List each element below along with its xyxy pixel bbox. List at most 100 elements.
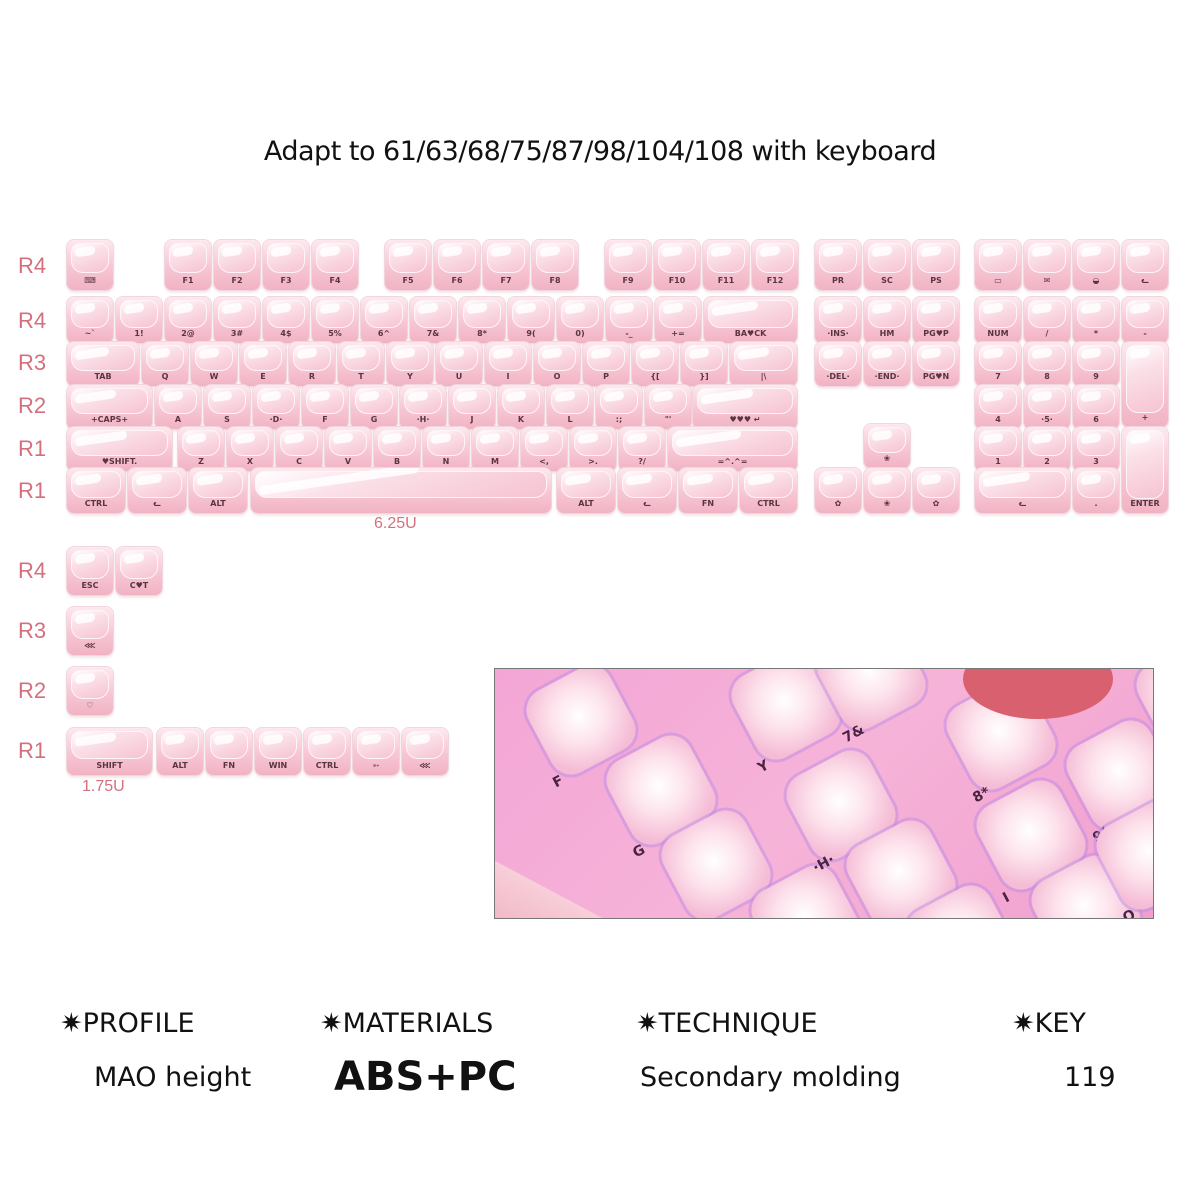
keycap-legend: 7 bbox=[995, 372, 1001, 381]
keycap-legend: O bbox=[553, 372, 561, 381]
keycap-top bbox=[120, 300, 158, 328]
keycap-legend: 6^ bbox=[377, 329, 391, 338]
keycap-top bbox=[979, 430, 1017, 457]
keycap-top bbox=[979, 471, 1066, 498]
keycap-top bbox=[71, 243, 109, 273]
keycap: ➳ bbox=[353, 728, 399, 775]
keycap-legend: M bbox=[491, 457, 499, 466]
keycap-legend: }] bbox=[699, 372, 709, 381]
keycap-legend: W bbox=[209, 372, 219, 381]
keycap: =^.^= bbox=[668, 427, 797, 471]
keycap: TAB bbox=[67, 342, 139, 386]
keycap: +CAPS+ bbox=[67, 385, 152, 429]
keycap-top bbox=[868, 427, 906, 454]
keycap-legend: NUM bbox=[987, 329, 1009, 338]
keycap-legend: 3 bbox=[1093, 457, 1099, 466]
keycap-legend: -_ bbox=[625, 329, 633, 338]
keycap-legend: S bbox=[224, 415, 230, 424]
keycap: ·DEL· bbox=[815, 342, 861, 386]
row-label: R2 bbox=[18, 678, 47, 703]
keycap-legend: ALT bbox=[210, 499, 226, 508]
keycap: ·H· bbox=[400, 385, 446, 429]
spec-materials: ✷MATERIALS ABS+PC bbox=[320, 1008, 516, 1100]
keycap-legend: :; bbox=[615, 415, 623, 424]
keycap-top bbox=[440, 345, 478, 372]
keycap-top bbox=[502, 388, 540, 415]
keycap-top bbox=[329, 430, 367, 457]
keycap: G bbox=[351, 385, 397, 429]
keycap: ·INS· bbox=[815, 297, 861, 343]
keycap-legend: ~` bbox=[84, 329, 96, 338]
keycap: 4$ bbox=[263, 297, 309, 343]
keycap-top bbox=[512, 300, 550, 328]
keycap: F8 bbox=[532, 240, 578, 290]
keycap-legend: ·END· bbox=[874, 372, 900, 381]
keycap-top bbox=[658, 243, 696, 273]
sparkle-icon: ✷ bbox=[320, 1008, 343, 1039]
keycap-top bbox=[1077, 243, 1115, 273]
shift-unit-label: 1.75U bbox=[82, 778, 125, 795]
keycap-legend: L bbox=[567, 415, 573, 424]
keycap-legend: ·H· bbox=[416, 415, 430, 424]
keycap: -_ bbox=[606, 297, 652, 343]
keycap-legend: F1 bbox=[182, 276, 194, 285]
keycap: F1 bbox=[165, 240, 211, 290]
keycap: {[ bbox=[632, 342, 678, 386]
keycap: 2 bbox=[1024, 427, 1070, 471]
keycap: Z bbox=[178, 427, 224, 471]
keycap-legend: * bbox=[1093, 329, 1099, 338]
keycap: 6 bbox=[1073, 385, 1119, 429]
keycap-top bbox=[308, 731, 346, 760]
spec-technique: ✷TECHNIQUE Secondary molding bbox=[636, 1008, 901, 1093]
keycap: X bbox=[227, 427, 273, 471]
keycap: 7 bbox=[975, 342, 1021, 386]
cat-icon: ᓚ bbox=[1018, 499, 1027, 508]
keycap-legend: ENTER bbox=[1130, 499, 1160, 508]
cat-icon: ᓚ bbox=[1141, 276, 1149, 285]
keycap: ALT bbox=[557, 468, 615, 513]
keycap: F bbox=[302, 385, 348, 429]
keycap-top bbox=[71, 550, 109, 579]
spec-label: MATERIALS bbox=[342, 1008, 494, 1039]
keycap-top bbox=[868, 243, 906, 273]
keycap: * bbox=[1073, 297, 1119, 343]
keycap-top bbox=[1077, 471, 1115, 498]
flower-icon: ✿ bbox=[834, 499, 842, 508]
keycap-legend: 1 bbox=[995, 457, 1001, 466]
keycap-top bbox=[132, 471, 182, 498]
paw-icon: ❀ bbox=[883, 454, 891, 463]
keycap-legend: 5% bbox=[328, 329, 342, 338]
paw-icon: ❀ bbox=[883, 499, 891, 508]
keycap: ESC bbox=[67, 547, 113, 595]
keycap: 1 bbox=[975, 427, 1021, 471]
keycap: PG♥P bbox=[913, 297, 959, 343]
keycap-top bbox=[819, 300, 857, 328]
keycap: T bbox=[338, 342, 384, 386]
keycap-legend: P bbox=[603, 372, 609, 381]
row-label: R2 bbox=[18, 393, 47, 418]
keycap-top bbox=[819, 345, 857, 372]
keycap-top bbox=[365, 300, 403, 328]
spec-label: PROFILE bbox=[82, 1008, 195, 1039]
keycap-top bbox=[438, 243, 476, 273]
keycap-legend: B bbox=[393, 457, 401, 466]
keycap-legend: F3 bbox=[280, 276, 292, 285]
keycap-top bbox=[255, 471, 547, 498]
keycap-top bbox=[389, 243, 427, 273]
keycap-top bbox=[316, 300, 354, 328]
keycap: ❀ bbox=[864, 424, 910, 468]
keycap-top bbox=[161, 731, 199, 760]
keycap-top bbox=[819, 471, 857, 498]
keycap-top bbox=[587, 345, 625, 372]
keycap-top bbox=[71, 388, 148, 415]
keycap-top bbox=[414, 300, 452, 328]
cat-icon: ᓚ bbox=[153, 499, 161, 508]
keycap: CTRL bbox=[67, 468, 125, 513]
spec-label: KEY bbox=[1034, 1008, 1086, 1039]
keycap-top bbox=[649, 388, 687, 415]
keycap: ?/ bbox=[619, 427, 665, 471]
keycap-top bbox=[71, 731, 148, 760]
keycap: "' bbox=[645, 385, 691, 429]
keycap: PS bbox=[913, 240, 959, 290]
keycap-top bbox=[257, 388, 295, 415]
